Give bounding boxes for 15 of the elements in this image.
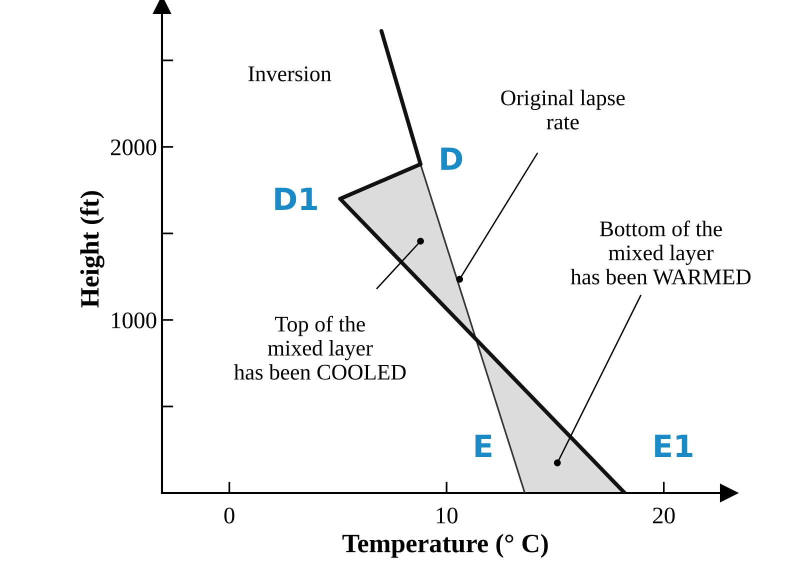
y-tick-label: 1000 bbox=[112, 312, 156, 328]
annotation: Bottom of the mixed layer has been WARMED bbox=[570, 220, 751, 285]
annotation: Original lapse rate bbox=[501, 90, 625, 130]
x-tick-label: 0 bbox=[224, 508, 234, 524]
annotation: D1 bbox=[275, 188, 317, 210]
y-tick-label: 2000 bbox=[110, 139, 156, 156]
annotation: E bbox=[475, 434, 492, 457]
x-tick-label: 10 bbox=[436, 508, 458, 524]
annotation: Top of the mixed layer has been COOLED bbox=[234, 316, 406, 380]
x-tick-label: 20 bbox=[653, 508, 675, 524]
y-axis-title: Height (ft) bbox=[80, 191, 104, 308]
x-axis-title: Temperature (° C) bbox=[342, 534, 548, 558]
annotation: D bbox=[441, 148, 462, 170]
annotation: E1 bbox=[655, 434, 692, 457]
annotation: Inversion bbox=[248, 66, 332, 82]
